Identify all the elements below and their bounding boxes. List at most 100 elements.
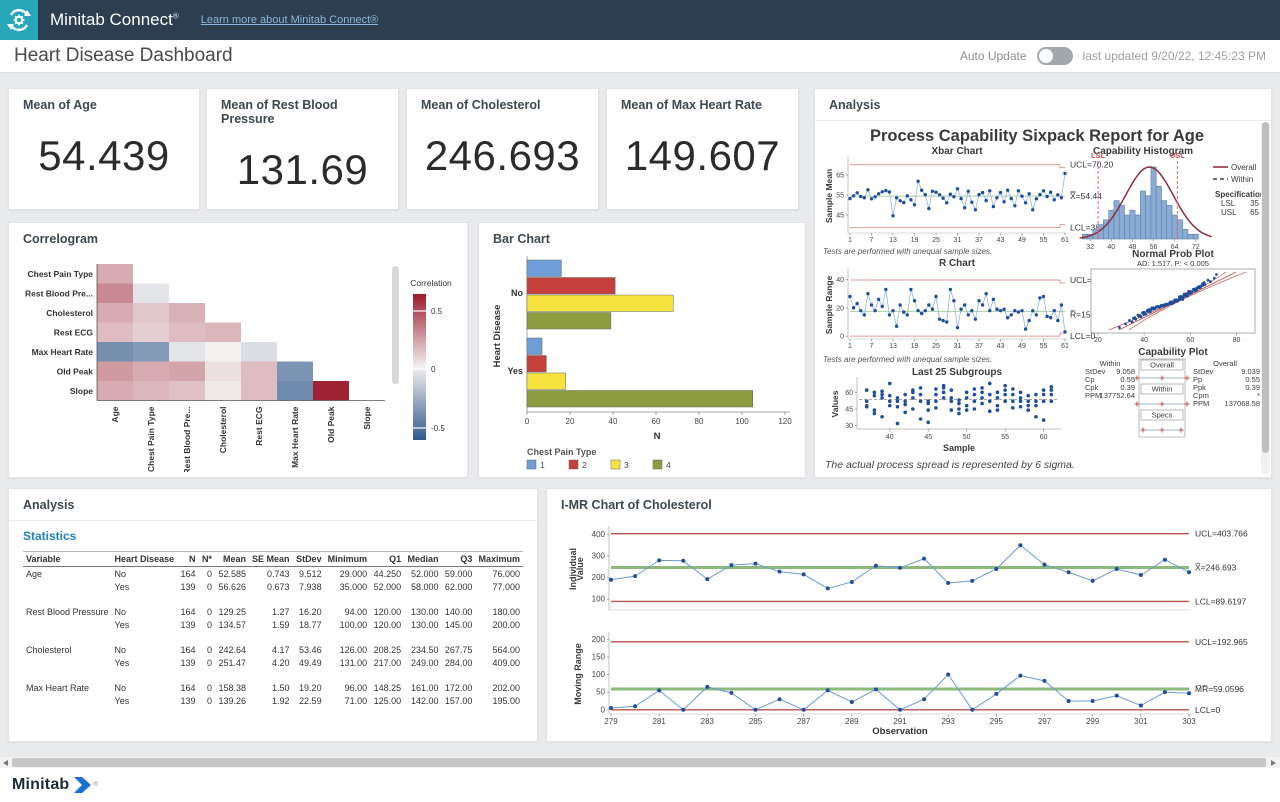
table-header: Q3	[442, 552, 476, 567]
scroll-left-arrow-icon[interactable]	[3, 760, 8, 766]
svg-text:37: 37	[975, 343, 983, 350]
svg-text:Overall: Overall	[1231, 163, 1257, 172]
panel-correlogram: Correlogram Chest Pain TypeRest Blood Pr…	[8, 222, 468, 478]
svg-text:7: 7	[870, 343, 874, 350]
svg-text:Capability Plot: Capability Plot	[1138, 347, 1208, 358]
statistics-section-link[interactable]: Statistics	[9, 521, 537, 549]
svg-text:80: 80	[1233, 337, 1241, 344]
svg-text:19: 19	[911, 237, 919, 244]
svg-text:65: 65	[1250, 208, 1259, 217]
brand-title: Minitab Connect®	[50, 10, 179, 30]
minitab-wordmark: Minitab	[12, 776, 69, 794]
table-row: CholesterolNo1640242.644.1753.46126.0020…	[23, 643, 523, 656]
svg-text:297: 297	[1038, 717, 1052, 726]
panel-bar-chart: Bar Chart NoYes020406080100120NHeart Dis…	[478, 222, 806, 478]
auto-update-toggle[interactable]	[1037, 47, 1073, 65]
svg-text:20: 20	[1094, 337, 1102, 344]
svg-text:Old Peak: Old Peak	[326, 406, 336, 443]
svg-text:40: 40	[836, 277, 844, 284]
table-header: Minimum	[325, 552, 371, 567]
svg-text:Xbar Chart: Xbar Chart	[931, 146, 983, 157]
scroll-right-arrow-icon[interactable]	[1271, 760, 1276, 766]
svg-text:300: 300	[592, 552, 606, 561]
table-header: N*	[198, 552, 214, 567]
svg-text:Within: Within	[1152, 385, 1173, 394]
svg-text:Max Heart Rate: Max Heart Rate	[32, 347, 94, 357]
svg-text:PPM: PPM	[1193, 399, 1209, 408]
svg-text:200: 200	[592, 573, 606, 582]
minitab-chevron-logo-icon	[73, 776, 93, 794]
svg-text:Slope: Slope	[362, 406, 372, 429]
minitab-connect-logo-icon	[0, 0, 38, 40]
table-row: Yes1390251.474.2049.49131.00217.00249.00…	[23, 656, 523, 669]
svg-text:M̅R̅=59.0596: M̅R̅=59.0596	[1195, 684, 1244, 694]
scrollbar-thumb[interactable]	[12, 758, 1266, 767]
svg-text:40: 40	[886, 434, 894, 441]
svg-text:299: 299	[1086, 717, 1100, 726]
svg-text:UCL=70.20: UCL=70.20	[1070, 160, 1114, 170]
table-header: SE Mean	[249, 552, 293, 567]
svg-text:50: 50	[963, 434, 971, 441]
kpi-value: 131.69	[207, 146, 398, 194]
svg-text:Specs: Specs	[1152, 411, 1173, 420]
horizontal-scrollbar[interactable]	[0, 757, 1280, 768]
table-header: Q1	[370, 552, 404, 567]
svg-text:61: 61	[1061, 343, 1069, 350]
panel-analysis-statistics: Analysis Statistics VariableHeart Diseas…	[8, 488, 538, 742]
heart-disease-bar-chart: NoYes020406080100120NHeart DiseaseChest …	[485, 252, 801, 474]
svg-text:-0.5: -0.5	[431, 424, 445, 433]
kpi-card-mean-age: Mean of Age 54.439	[8, 88, 200, 210]
svg-text:Rest ECG: Rest ECG	[54, 327, 94, 337]
svg-text:Old Peak: Old Peak	[57, 366, 94, 376]
svg-text:60: 60	[845, 390, 853, 397]
panel-title: Analysis	[815, 89, 1271, 121]
svg-text:Within: Within	[1231, 175, 1253, 184]
svg-text:LCL=89.6197: LCL=89.6197	[1195, 596, 1247, 606]
table-header: StDev	[293, 552, 325, 567]
svg-text:Observation: Observation	[872, 726, 928, 736]
svg-text:Sample: Sample	[943, 443, 975, 453]
svg-text:55: 55	[836, 193, 844, 200]
svg-text:Overall: Overall	[1150, 361, 1174, 370]
svg-text:287: 287	[797, 717, 811, 726]
imr-control-chart: 100200300400UCL=403.766X̅=246.693LCL=89.…	[553, 518, 1267, 736]
svg-text:150: 150	[592, 652, 606, 661]
svg-text:AD: 1.517, P: < 0.005: AD: 1.517, P: < 0.005	[1137, 259, 1209, 268]
svg-text:UCL=403.766: UCL=403.766	[1195, 529, 1248, 539]
panel-vertical-scrollbar[interactable]	[1261, 122, 1270, 474]
svg-text:32: 32	[1086, 244, 1094, 251]
svg-text:Correlation: Correlation	[410, 278, 452, 288]
table-header: Maximum	[475, 552, 523, 567]
svg-text:80: 80	[695, 417, 704, 426]
svg-text:60: 60	[1186, 337, 1194, 344]
svg-text:Process Capability Sixpack Rep: Process Capability Sixpack Report for Ag…	[870, 127, 1204, 145]
svg-text:0: 0	[431, 365, 436, 374]
svg-text:LSL: LSL	[1091, 151, 1106, 160]
last-updated-text: last updated 9/20/22, 12:45:23 PM	[1083, 49, 1266, 63]
svg-text:19: 19	[911, 343, 919, 350]
panel-title: Bar Chart	[479, 223, 805, 252]
kpi-label: Mean of Rest Blood Pressure	[207, 89, 398, 126]
svg-text:303: 303	[1182, 717, 1196, 726]
svg-text:31: 31	[954, 343, 962, 350]
svg-text:Chest Pain Type: Chest Pain Type	[527, 447, 596, 457]
svg-text:25: 25	[932, 237, 940, 244]
svg-text:Cholesterol: Cholesterol	[218, 407, 228, 454]
top-navigation-bar: Minitab Connect® Learn more about Minita…	[0, 0, 1280, 40]
svg-text:Moving Range: Moving Range	[573, 643, 583, 705]
svg-text:100: 100	[735, 417, 749, 426]
svg-text:37: 37	[975, 237, 983, 244]
table-header: Median	[404, 552, 441, 567]
footer-reg-mark: ®	[93, 782, 97, 788]
learn-more-link[interactable]: Learn more about Minitab Connect®	[201, 14, 378, 26]
svg-text:4: 4	[666, 460, 671, 470]
svg-text:0: 0	[840, 334, 844, 341]
svg-text:25: 25	[932, 343, 940, 350]
svg-text:LCL=0: LCL=0	[1195, 705, 1221, 715]
svg-text:55: 55	[1040, 343, 1048, 350]
table-header: Variable	[23, 552, 112, 567]
svg-text:31: 31	[954, 237, 962, 244]
svg-text:USL: USL	[1221, 208, 1237, 217]
panel-analysis-sixpack: Analysis Process Capability Sixpack Repo…	[814, 88, 1272, 478]
table-row: Yes139056.6260.6737.93835.00052.00058.00…	[23, 580, 523, 593]
